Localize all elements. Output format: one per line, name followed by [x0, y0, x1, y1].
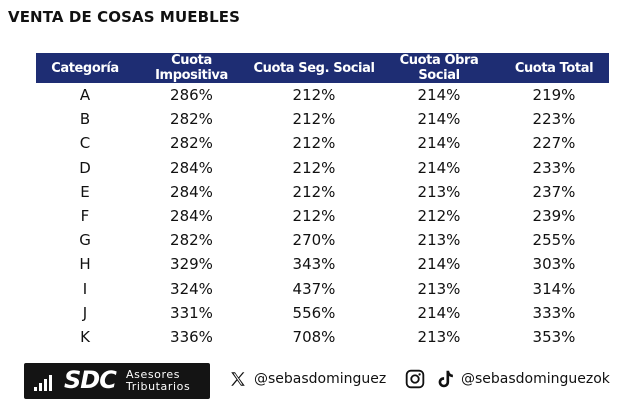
- table-cell: D: [79, 158, 91, 177]
- table-row: K 336% 708% 213% 353%: [36, 325, 609, 349]
- table-cell: 213%: [417, 231, 461, 250]
- table-cell: 214%: [417, 134, 461, 153]
- table-cell: 212%: [292, 134, 336, 153]
- table-cell: 212%: [292, 110, 336, 129]
- logo-mark: SDC: [64, 366, 117, 394]
- table-cell: 212%: [417, 207, 461, 226]
- table-cell: 331%: [170, 303, 213, 322]
- table-row: D 284% 212% 214% 233%: [36, 156, 609, 180]
- table-cell: 213%: [417, 279, 461, 298]
- table-cell: 223%: [532, 110, 576, 129]
- x-logo-icon: [228, 369, 248, 389]
- quota-table: Categoría Cuota Impositiva Cuota Seg. So…: [36, 53, 609, 349]
- logo-line-1: Asesores: [126, 368, 181, 381]
- quota-table-container: Categoría Cuota Impositiva Cuota Seg. So…: [36, 53, 609, 349]
- table-cell: 353%: [532, 327, 576, 346]
- x-handle[interactable]: @sebasdominguez: [254, 371, 387, 387]
- table-cell: 212%: [292, 86, 336, 105]
- table-cell: B: [79, 110, 91, 129]
- table-cell: F: [80, 207, 90, 226]
- table-cell: 324%: [170, 279, 213, 298]
- table-row: B 282% 212% 214% 223%: [36, 107, 609, 131]
- table-cell: 213%: [417, 182, 461, 201]
- table-cell: 284%: [170, 207, 213, 226]
- ig-tiktok-social[interactable]: @sebasdominguezok: [405, 369, 610, 389]
- table-cell: H: [79, 255, 91, 274]
- table-cell: 282%: [170, 134, 213, 153]
- table-cell: 282%: [170, 110, 213, 129]
- x-social[interactable]: @sebasdominguez: [228, 369, 386, 389]
- table-cell: 212%: [292, 158, 336, 177]
- ig-tiktok-handle[interactable]: @sebasdominguezok: [461, 371, 610, 387]
- table-cell: 214%: [417, 255, 461, 274]
- table-cell: 284%: [170, 158, 213, 177]
- table-cell: 314%: [532, 279, 576, 298]
- table-cell: 303%: [532, 255, 576, 274]
- page-title: VENTA DE COSAS MUEBLES: [8, 8, 241, 26]
- table-cell: 270%: [292, 231, 336, 250]
- table-row: I 324% 437% 213% 314%: [36, 277, 609, 301]
- table-cell: I: [82, 279, 88, 298]
- table-cell: 214%: [417, 158, 461, 177]
- instagram-icon: [405, 369, 425, 389]
- table-cell: 233%: [532, 158, 576, 177]
- footer: SDC Asesores Tributarios @sebasdominguez…: [0, 359, 634, 403]
- table-cell: 239%: [532, 207, 576, 226]
- table-row: G 282% 270% 213% 255%: [36, 228, 609, 252]
- table-cell: 284%: [170, 182, 213, 201]
- header-categoria: Categoría: [36, 53, 134, 83]
- header-cuota-obra-social: Cuota Obra Social: [379, 53, 499, 83]
- table-cell: 213%: [417, 327, 461, 346]
- table-cell: G: [79, 231, 91, 250]
- table-body: A 286% 212% 214% 219% B 282% 212% 214% 223% C 282% 2…: [36, 83, 609, 349]
- table-cell: E: [80, 182, 90, 201]
- table-cell: 708%: [292, 327, 336, 346]
- table-cell: 255%: [532, 231, 576, 250]
- table-row: F 284% 212% 212% 239%: [36, 204, 609, 228]
- table-row: H 329% 343% 214% 303%: [36, 252, 609, 276]
- table-cell: 329%: [170, 255, 213, 274]
- table-cell: 214%: [417, 86, 461, 105]
- bar-chart-logo-icon: [34, 373, 60, 391]
- logo-tagline: Asesores Tributarios: [126, 369, 190, 393]
- table-cell: 336%: [170, 327, 213, 346]
- table-cell: 286%: [170, 86, 213, 105]
- table-cell: C: [79, 134, 91, 153]
- table-cell: 212%: [292, 182, 336, 201]
- sdc-logo: SDC Asesores Tributarios: [24, 363, 210, 399]
- table-cell: 219%: [532, 86, 576, 105]
- table-header-row: Categoría Cuota Impositiva Cuota Seg. So…: [36, 53, 609, 83]
- table-cell: K: [80, 327, 90, 346]
- table-row: A 286% 212% 214% 219%: [36, 83, 609, 107]
- table-cell: A: [79, 86, 91, 105]
- table-cell: 343%: [292, 255, 336, 274]
- table-cell: 237%: [532, 182, 576, 201]
- header-cuota-impositiva: Cuota Impositiva: [134, 53, 249, 83]
- table-cell: 214%: [417, 110, 461, 129]
- table-row: J 331% 556% 214% 333%: [36, 301, 609, 325]
- header-cuota-seg-social: Cuota Seg. Social: [249, 53, 379, 83]
- table-cell: 556%: [292, 303, 336, 322]
- table-cell: 227%: [532, 134, 576, 153]
- table-cell: 437%: [292, 279, 336, 298]
- header-cuota-total: Cuota Total: [499, 53, 609, 83]
- table-cell: J: [82, 303, 88, 322]
- table-cell: 333%: [532, 303, 576, 322]
- table-row: E 284% 212% 213% 237%: [36, 180, 609, 204]
- table-row: C 282% 212% 214% 227%: [36, 131, 609, 155]
- table-cell: 282%: [170, 231, 213, 250]
- table-cell: 212%: [292, 207, 336, 226]
- tiktok-icon: [435, 369, 455, 389]
- logo-line-2: Tributarios: [126, 380, 191, 393]
- table-cell: 214%: [417, 303, 461, 322]
